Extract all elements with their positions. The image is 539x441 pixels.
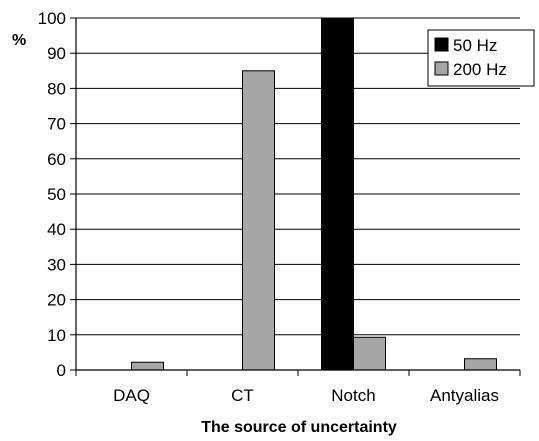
legend-label: 50 Hz <box>453 36 497 55</box>
bar-200-hz-antyalias <box>464 358 497 371</box>
y-tick-label: 30 <box>47 255 66 274</box>
x-axis-ticks: DAQ CT Notch Antyalias <box>75 370 521 405</box>
y-axis-ticks: 0 10 20 30 40 50 60 70 80 90 100 <box>38 9 76 380</box>
bar-200-hz-ct <box>242 70 275 371</box>
x-tick-label: Notch <box>331 386 375 405</box>
y-tick-label: 20 <box>47 291 66 310</box>
legend-swatch <box>434 37 449 52</box>
bar-200-hz-daq <box>131 361 164 371</box>
y-tick-label: 0 <box>57 361 66 380</box>
y-tick-label: 60 <box>47 150 66 169</box>
legend: 50 Hz 200 Hz <box>427 29 535 87</box>
legend-label: 200 Hz <box>453 60 507 79</box>
x-tick-label: CT <box>231 386 254 405</box>
bar-50-hz-notch <box>321 17 354 371</box>
bars <box>131 17 497 371</box>
bar-200-hz-notch <box>353 336 386 371</box>
legend-swatch <box>434 61 449 76</box>
y-tick-label: 80 <box>47 79 66 98</box>
y-tick-label: 50 <box>47 185 66 204</box>
y-tick-label: 40 <box>47 220 66 239</box>
x-tick-label: DAQ <box>113 386 150 405</box>
x-tick-label: Antyalias <box>430 386 499 405</box>
y-tick-label: 10 <box>47 326 66 345</box>
y-tick-label: 100 <box>38 9 66 28</box>
y-axis-label: % <box>12 32 26 49</box>
y-tick-label: 90 <box>47 44 66 63</box>
x-axis-label: The source of uncertainty <box>201 419 397 436</box>
gridlines <box>76 17 520 336</box>
y-tick-label: 70 <box>47 115 66 134</box>
